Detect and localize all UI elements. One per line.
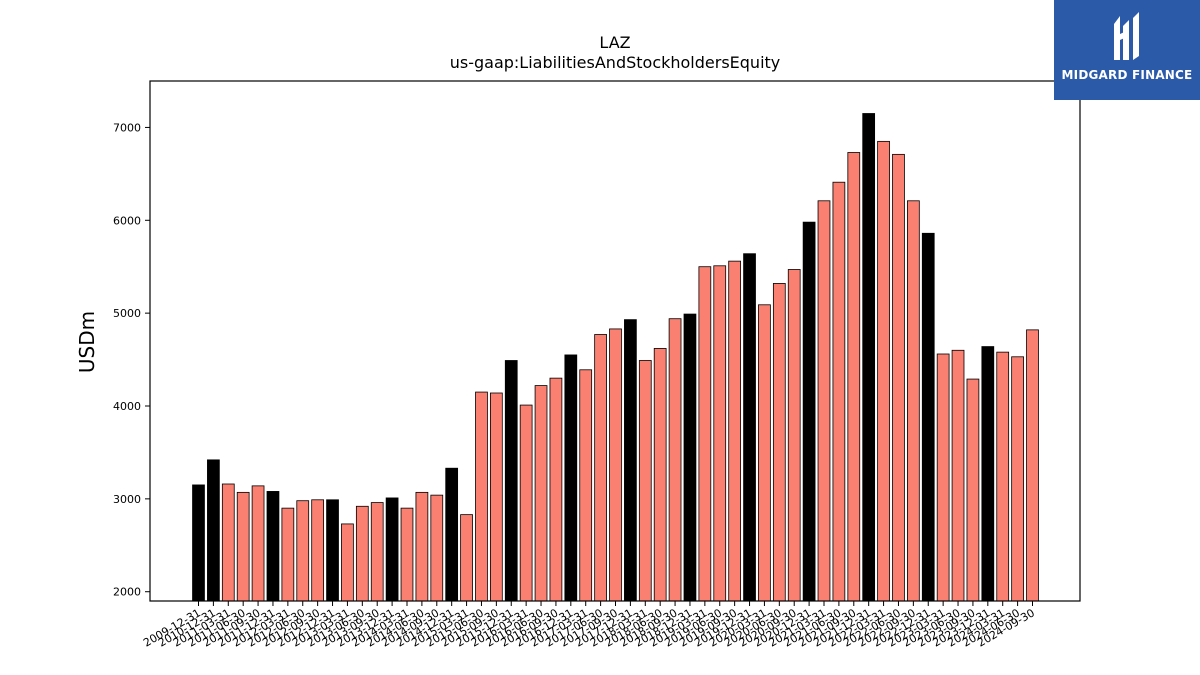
- bar: [370, 502, 384, 602]
- bar: [594, 334, 607, 602]
- bar: [847, 152, 861, 602]
- chart-subtitle: us-gaap:LiabilitiesAndStockholdersEquity: [450, 53, 781, 72]
- bar: [1011, 356, 1024, 602]
- brand-logo: MIDGARD FINANCE: [1054, 0, 1200, 100]
- bar: [564, 354, 578, 602]
- bar: [713, 265, 727, 602]
- y-tick-label: 6000: [113, 214, 141, 227]
- bar: [668, 318, 682, 602]
- bar: [475, 391, 488, 602]
- bar: [385, 497, 399, 602]
- bar: [966, 378, 980, 602]
- x-axis-ticks: 2009-12-312010-12-312011-03-312011-06-30…: [141, 601, 1037, 650]
- y-axis-label: USDm: [75, 311, 99, 373]
- bar: [489, 392, 503, 602]
- bar: [266, 491, 280, 602]
- bar: [996, 351, 1010, 602]
- bar: [445, 467, 459, 602]
- bar: [907, 200, 920, 602]
- bar: [772, 283, 786, 602]
- y-tick-label: 3000: [113, 493, 141, 506]
- bar: [683, 313, 697, 602]
- bar: [921, 232, 935, 602]
- y-tick-label: 5000: [113, 307, 141, 320]
- bar: [951, 349, 965, 602]
- bar: [936, 353, 950, 602]
- bar: [311, 499, 325, 602]
- brand-name: MIDGARD FINANCE: [1061, 68, 1193, 82]
- bar: [192, 484, 205, 602]
- y-tick-label: 7000: [113, 121, 141, 134]
- bar: [236, 491, 250, 602]
- bar: [892, 153, 905, 602]
- bar: [207, 459, 220, 602]
- bar: [862, 113, 876, 602]
- bar: [1026, 329, 1039, 602]
- bar: [296, 500, 310, 602]
- bar: [653, 348, 667, 602]
- chart-title: LAZ: [599, 33, 630, 52]
- plot-frame: [149, 80, 1081, 602]
- bar: [549, 377, 563, 602]
- bar: [743, 253, 756, 602]
- bar: [519, 404, 533, 602]
- bar: [400, 507, 414, 602]
- bar: [728, 260, 742, 602]
- bar: [326, 499, 339, 602]
- bar: [221, 483, 235, 602]
- bar: [579, 369, 593, 602]
- midgard-logo-icon: [1114, 12, 1139, 60]
- bar: [638, 360, 652, 602]
- bar: [534, 385, 548, 602]
- bar: [817, 200, 831, 602]
- bar: [415, 491, 429, 602]
- bar: [430, 494, 444, 602]
- bar: [341, 523, 354, 602]
- bar: [877, 140, 890, 602]
- bar: [624, 319, 637, 602]
- bar-series: [192, 113, 1039, 602]
- bar: [787, 269, 801, 602]
- bar: [251, 485, 265, 602]
- y-tick-label: 2000: [113, 586, 141, 599]
- bar: [355, 505, 369, 602]
- bar: [802, 221, 816, 602]
- bar: [698, 266, 712, 602]
- bar: [460, 514, 473, 602]
- bar: [504, 360, 518, 602]
- y-axis-ticks: 2000 3000 4000 5000 6000 7000: [113, 121, 150, 599]
- bar: [758, 304, 771, 602]
- bar: [281, 507, 295, 602]
- bar: [832, 181, 846, 602]
- bar: [609, 328, 622, 602]
- bar: [981, 346, 995, 602]
- y-tick-label: 4000: [113, 400, 141, 413]
